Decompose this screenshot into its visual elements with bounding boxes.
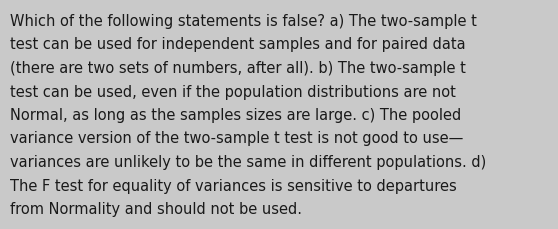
- Text: (there are two sets of numbers, after all). b) The two-sample t: (there are two sets of numbers, after al…: [10, 61, 466, 76]
- Text: Normal, as long as the samples sizes are large. c) The pooled: Normal, as long as the samples sizes are…: [10, 108, 461, 123]
- Text: from Normality and should not be used.: from Normality and should not be used.: [10, 201, 302, 216]
- Text: Which of the following statements is false? a) The two-sample t: Which of the following statements is fal…: [10, 14, 477, 29]
- Text: test can be used, even if the population distributions are not: test can be used, even if the population…: [10, 84, 456, 99]
- Text: The F test for equality of variances is sensitive to departures: The F test for equality of variances is …: [10, 178, 457, 193]
- Text: test can be used for independent samples and for paired data: test can be used for independent samples…: [10, 37, 465, 52]
- Text: variances are unlikely to be the same in different populations. d): variances are unlikely to be the same in…: [10, 154, 486, 169]
- Text: variance version of the two-sample t test is not good to use—: variance version of the two-sample t tes…: [10, 131, 463, 146]
